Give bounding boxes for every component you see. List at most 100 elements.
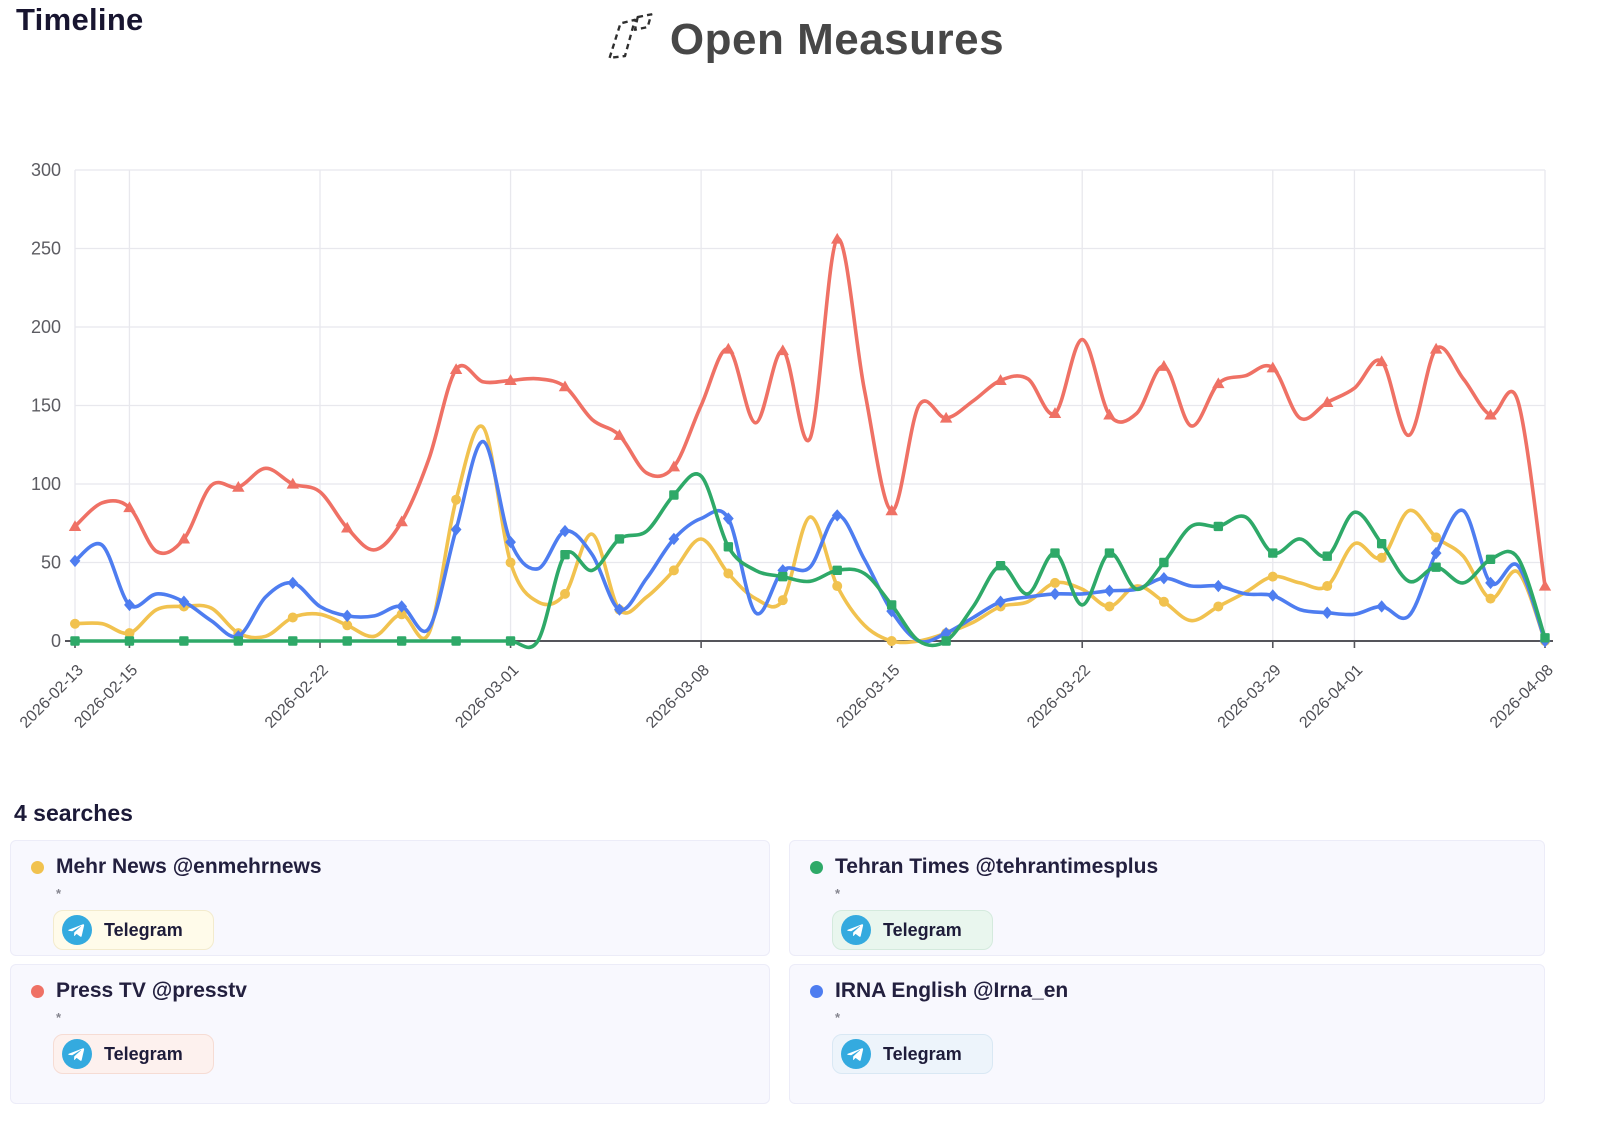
data-point-marker[interactable] <box>504 374 517 385</box>
data-point-marker[interactable] <box>723 542 734 552</box>
data-point-marker[interactable] <box>1268 548 1278 558</box>
data-point-marker[interactable] <box>669 490 679 500</box>
data-point-marker[interactable] <box>505 636 516 646</box>
data-point-marker[interactable] <box>69 554 81 568</box>
data-point-marker[interactable] <box>994 374 1007 385</box>
data-point-marker[interactable] <box>396 636 407 646</box>
data-point-marker[interactable] <box>68 520 82 531</box>
data-point-marker[interactable] <box>70 636 80 646</box>
data-point-marker[interactable] <box>1484 408 1497 420</box>
data-point-marker[interactable] <box>124 636 135 646</box>
data-point-marker[interactable] <box>1321 396 1334 407</box>
data-point-marker[interactable] <box>832 565 842 576</box>
data-point-marker[interactable] <box>1376 552 1387 563</box>
data-point-marker[interactable] <box>1104 584 1115 597</box>
data-point-marker[interactable] <box>232 480 245 492</box>
data-point-marker[interactable] <box>831 232 844 244</box>
data-point-marker[interactable] <box>124 628 135 639</box>
data-point-marker[interactable] <box>1540 633 1550 643</box>
data-point-marker[interactable] <box>286 477 299 489</box>
data-point-marker[interactable] <box>885 504 898 516</box>
data-point-marker[interactable] <box>341 609 353 623</box>
data-point-marker[interactable] <box>396 600 408 613</box>
data-point-marker[interactable] <box>232 630 244 643</box>
data-point-marker[interactable] <box>1212 579 1224 593</box>
data-point-marker[interactable] <box>1431 532 1442 543</box>
data-point-marker[interactable] <box>1485 593 1496 604</box>
data-point-marker[interactable] <box>1431 562 1441 572</box>
data-point-marker[interactable] <box>395 515 408 527</box>
data-point-marker[interactable] <box>70 618 80 629</box>
data-point-marker[interactable] <box>124 598 135 612</box>
data-point-marker[interactable] <box>1538 579 1552 591</box>
data-point-marker[interactable] <box>831 509 843 522</box>
series-line[interactable] <box>73 424 1547 645</box>
data-point-marker[interactable] <box>342 620 353 631</box>
data-point-marker[interactable] <box>505 557 516 568</box>
data-point-marker[interactable] <box>1376 538 1387 549</box>
data-point-marker[interactable] <box>1158 572 1170 585</box>
data-point-marker[interactable] <box>341 521 354 533</box>
data-point-marker[interactable] <box>1430 546 1442 560</box>
data-point-marker[interactable] <box>1103 408 1116 420</box>
data-point-marker[interactable] <box>1213 601 1224 612</box>
data-point-marker[interactable] <box>940 626 952 640</box>
data-point-marker[interactable] <box>560 588 570 599</box>
data-point-marker[interactable] <box>451 636 461 646</box>
data-point-marker[interactable] <box>1048 407 1062 418</box>
series-line[interactable] <box>73 439 1547 644</box>
data-point-marker[interactable] <box>505 535 516 549</box>
data-point-marker[interactable] <box>777 595 788 606</box>
data-point-marker[interactable] <box>722 342 735 354</box>
data-point-marker[interactable] <box>558 380 572 392</box>
data-point-marker[interactable] <box>886 600 897 610</box>
data-point-marker[interactable] <box>667 460 681 472</box>
data-point-marker[interactable] <box>179 636 189 646</box>
data-point-marker[interactable] <box>1104 548 1115 558</box>
data-point-marker[interactable] <box>287 612 298 623</box>
data-point-marker[interactable] <box>1050 548 1060 558</box>
data-point-marker[interactable] <box>178 595 190 608</box>
data-point-marker[interactable] <box>396 609 407 620</box>
data-point-marker[interactable] <box>342 636 352 646</box>
data-point-marker[interactable] <box>1375 355 1388 367</box>
data-point-marker[interactable] <box>451 494 462 505</box>
data-point-marker[interactable] <box>1485 554 1496 565</box>
data-point-marker[interactable] <box>560 549 570 560</box>
data-point-marker[interactable] <box>1050 577 1060 588</box>
data-point-marker[interactable] <box>939 411 953 423</box>
data-point-marker[interactable] <box>723 568 734 579</box>
data-point-marker[interactable] <box>1485 576 1496 590</box>
data-point-marker[interactable] <box>1429 342 1443 354</box>
data-point-marker[interactable] <box>288 636 298 646</box>
data-point-marker[interactable] <box>1322 551 1332 561</box>
data-point-marker[interactable] <box>886 636 897 646</box>
data-point-marker[interactable] <box>1267 571 1278 582</box>
data-point-marker[interactable] <box>123 501 136 513</box>
data-point-marker[interactable] <box>1212 377 1225 389</box>
data-point-marker[interactable] <box>1158 596 1169 607</box>
data-point-marker[interactable] <box>776 344 789 356</box>
data-point-marker[interactable] <box>1322 581 1333 592</box>
data-point-marker[interactable] <box>177 532 191 544</box>
data-point-marker[interactable] <box>1376 600 1388 613</box>
data-point-marker[interactable] <box>1321 606 1333 619</box>
data-point-marker[interactable] <box>668 532 680 546</box>
series-line[interactable] <box>73 237 1547 588</box>
data-point-marker[interactable] <box>287 576 299 590</box>
data-point-marker[interactable] <box>1157 360 1171 371</box>
data-point-marker[interactable] <box>1049 587 1061 601</box>
data-point-marker[interactable] <box>614 534 625 544</box>
data-point-marker[interactable] <box>613 429 626 440</box>
data-point-marker[interactable] <box>233 636 244 646</box>
data-point-marker[interactable] <box>1104 601 1115 612</box>
data-point-marker[interactable] <box>449 363 463 374</box>
data-point-marker[interactable] <box>778 571 788 582</box>
data-point-marker[interactable] <box>668 565 679 576</box>
data-point-marker[interactable] <box>1267 589 1279 602</box>
data-point-marker[interactable] <box>1213 521 1224 532</box>
series-line[interactable] <box>73 472 1547 650</box>
data-point-marker[interactable] <box>995 595 1006 608</box>
data-point-marker[interactable] <box>995 560 1006 571</box>
